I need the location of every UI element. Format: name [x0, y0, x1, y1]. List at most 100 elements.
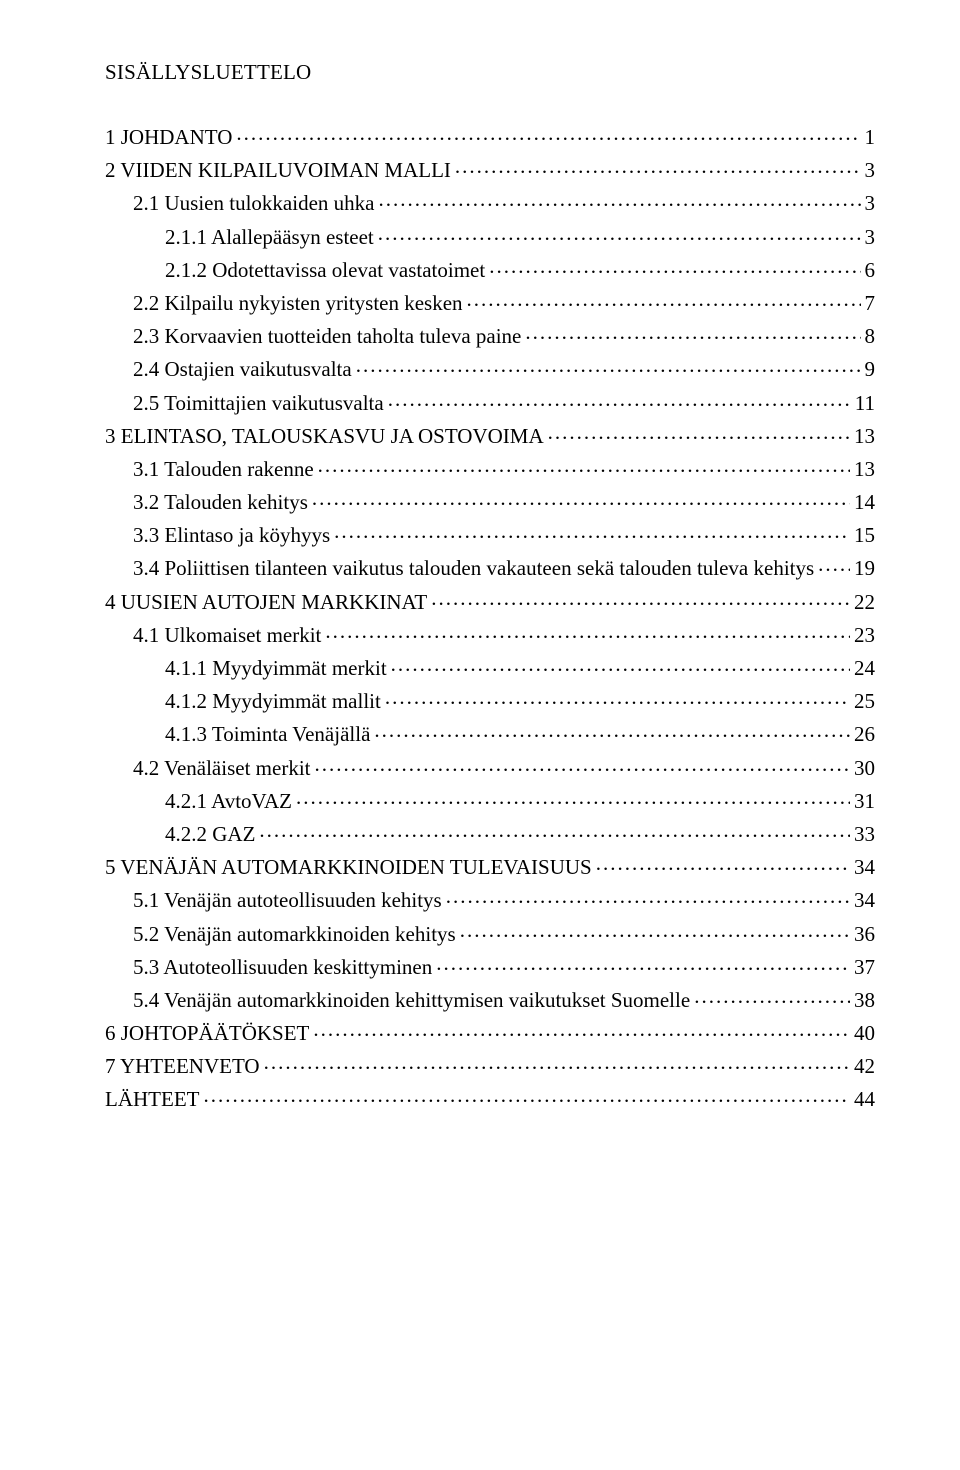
toc-entry: 5.4 Venäjän automarkkinoiden kehittymise…	[105, 986, 875, 1011]
toc-entry: 2.4 Ostajien vaikutusvalta 9	[105, 355, 875, 380]
toc-entry-label: 3.2 Talouden kehitys	[133, 492, 308, 513]
toc-entry-label: 2.1.1 Alallepääsyn esteet	[165, 227, 374, 248]
toc-entry-label: 6 JOHTOPÄÄTÖKSET	[105, 1023, 309, 1044]
toc-entry: 5.1 Venäjän autoteollisuuden kehitys 34	[105, 886, 875, 911]
toc-entry-label: 7 YHTEENVETO	[105, 1056, 260, 1077]
toc-entry: 6 JOHTOPÄÄTÖKSET40	[105, 1019, 875, 1044]
toc-leader-dots	[318, 455, 850, 476]
toc-entry-label: 5 VENÄJÄN AUTOMARKKINOIDEN TULEVAISUUS	[105, 857, 592, 878]
toc-entry-page: 1	[865, 127, 876, 148]
toc-leader-dots	[431, 588, 850, 609]
toc-entry-page: 38	[854, 990, 875, 1011]
toc-entry-page: 34	[854, 890, 875, 911]
toc-entry: 3.3 Elintaso ja köyhyys 15	[105, 521, 875, 546]
toc-entry-label: 4.2.2 GAZ	[165, 824, 255, 845]
toc-entry: 7 YHTEENVETO 42	[105, 1052, 875, 1077]
toc-leader-dots	[334, 521, 850, 542]
toc-entry: 2.1.2 Odotettavissa olevat vastatoimet 6	[105, 256, 875, 281]
toc-entry-page: 19	[854, 558, 875, 579]
toc-entry-label: 4.1 Ulkomaiset merkit	[133, 625, 321, 646]
toc-entry: 2.2 Kilpailu nykyisten yritysten kesken7	[105, 289, 875, 314]
document-page: SISÄLLYSLUETTELO 1 JOHDANTO 1 2 VIIDEN KIL…	[0, 0, 960, 1470]
toc-entry-label: 5.2 Venäjän automarkkinoiden kehitys	[133, 924, 456, 945]
toc-entry-page: 15	[854, 525, 875, 546]
toc-entry-page: 13	[854, 459, 875, 480]
toc-entry-label: 4.1.3 Toiminta Venäjällä	[165, 724, 370, 745]
toc-leader-dots	[356, 355, 861, 376]
toc-entry-page: 25	[854, 691, 875, 712]
toc-entry-page: 8	[865, 326, 876, 347]
toc-entry: 3.4 Poliittisen tilanteen vaikutus talou…	[105, 554, 875, 579]
toc-leader-dots	[446, 886, 850, 907]
toc-entry-label: 4.2.1 AvtoVAZ	[165, 791, 292, 812]
toc-leader-dots	[388, 389, 851, 410]
toc-entry-label: 2.4 Ostajien vaikutusvalta	[133, 359, 352, 380]
toc-entry-page: 30	[854, 758, 875, 779]
toc-entry: 4.2 Venäläiset merkit30	[105, 754, 875, 779]
toc-leader-dots	[236, 123, 860, 144]
toc-entry-label: 4 UUSIEN AUTOJEN MARKKINAT	[105, 592, 427, 613]
toc-entry-page: 14	[854, 492, 875, 513]
toc-leader-dots	[259, 820, 850, 841]
toc-entry-label: 5.1 Venäjän autoteollisuuden kehitys	[133, 890, 442, 911]
toc-entry-page: 31	[854, 791, 875, 812]
toc-leader-dots	[374, 720, 850, 741]
toc-entry: 2.1 Uusien tulokkaiden uhka 3	[105, 189, 875, 214]
toc-entry-page: 9	[865, 359, 876, 380]
toc-entry: 5.2 Venäjän automarkkinoiden kehitys 36	[105, 920, 875, 945]
toc-container: 1 JOHDANTO 1 2 VIIDEN KILPAILUVOIMAN MALLI…	[105, 123, 875, 1110]
toc-entry: 3.1 Talouden rakenne 13	[105, 455, 875, 480]
toc-entry-label: 4.1.2 Myydyimmät mallit	[165, 691, 381, 712]
toc-entry-label: 2.3 Korvaavien tuotteiden taholta tuleva…	[133, 326, 521, 347]
toc-entry: 4.2.2 GAZ 33	[105, 820, 875, 845]
toc-entry: 2 VIIDEN KILPAILUVOIMAN MALLI3	[105, 156, 875, 181]
toc-entry-page: 6	[865, 260, 876, 281]
toc-leader-dots	[315, 754, 851, 775]
toc-entry-page: 36	[854, 924, 875, 945]
toc-entry: 2.3 Korvaavien tuotteiden taholta tuleva…	[105, 322, 875, 347]
toc-entry: 3.2 Talouden kehitys 14	[105, 488, 875, 513]
toc-entry: 4 UUSIEN AUTOJEN MARKKINAT22	[105, 588, 875, 613]
toc-leader-dots	[436, 953, 850, 974]
toc-entry-label: 5.4 Venäjän automarkkinoiden kehittymise…	[133, 990, 690, 1011]
toc-entry-page: 7	[865, 293, 876, 314]
toc-leader-dots	[378, 189, 860, 210]
toc-leader-dots	[296, 787, 850, 808]
toc-entry-label: 3.4 Poliittisen tilanteen vaikutus talou…	[133, 558, 814, 579]
toc-entry-page: 44	[854, 1089, 875, 1110]
toc-entry: 2.1.1 Alallepääsyn esteet 3	[105, 223, 875, 248]
toc-entry: 4.1.2 Myydyimmät mallit 25	[105, 687, 875, 712]
toc-leader-dots	[325, 621, 850, 642]
toc-entry: 5 VENÄJÄN AUTOMARKKINOIDEN TULEVAISUUS 34	[105, 853, 875, 878]
toc-leader-dots	[489, 256, 860, 277]
toc-entry: 4.1 Ulkomaiset merkit23	[105, 621, 875, 646]
toc-leader-dots	[467, 289, 861, 310]
toc-entry-label: 2.5 Toimittajien vaikutusvalta	[133, 393, 384, 414]
toc-entry-label: 3.3 Elintaso ja köyhyys	[133, 525, 330, 546]
toc-entry-page: 34	[854, 857, 875, 878]
toc-leader-dots	[455, 156, 861, 177]
toc-entry-label: LÄHTEET	[105, 1089, 199, 1110]
toc-entry: 3 ELINTASO, TALOUSKASVU JA OSTOVOIMA13	[105, 422, 875, 447]
toc-entry-label: 2.1 Uusien tulokkaiden uhka	[133, 193, 374, 214]
toc-leader-dots	[548, 422, 850, 443]
toc-leader-dots	[596, 853, 850, 874]
toc-entry-page: 13	[854, 426, 875, 447]
toc-entry-page: 33	[854, 824, 875, 845]
toc-entry-label: 3.1 Talouden rakenne	[133, 459, 314, 480]
toc-entry: 1 JOHDANTO 1	[105, 123, 875, 148]
toc-entry-page: 3	[865, 227, 876, 248]
toc-leader-dots	[264, 1052, 850, 1073]
toc-heading: SISÄLLYSLUETTELO	[105, 60, 875, 85]
toc-entry-label: 4.1.1 Myydyimmät merkit	[165, 658, 387, 679]
toc-entry-page: 3	[865, 193, 876, 214]
toc-entry-page: 42	[854, 1056, 875, 1077]
toc-entry-label: 2.1.2 Odotettavissa olevat vastatoimet	[165, 260, 485, 281]
toc-entry-label: 1 JOHDANTO	[105, 127, 232, 148]
toc-entry: 5.3 Autoteollisuuden keskittyminen 37	[105, 953, 875, 978]
toc-leader-dots	[313, 1019, 850, 1040]
toc-entry-page: 24	[854, 658, 875, 679]
toc-leader-dots	[203, 1085, 850, 1106]
toc-entry-label: 5.3 Autoteollisuuden keskittyminen	[133, 957, 432, 978]
toc-entry-page: 37	[854, 957, 875, 978]
